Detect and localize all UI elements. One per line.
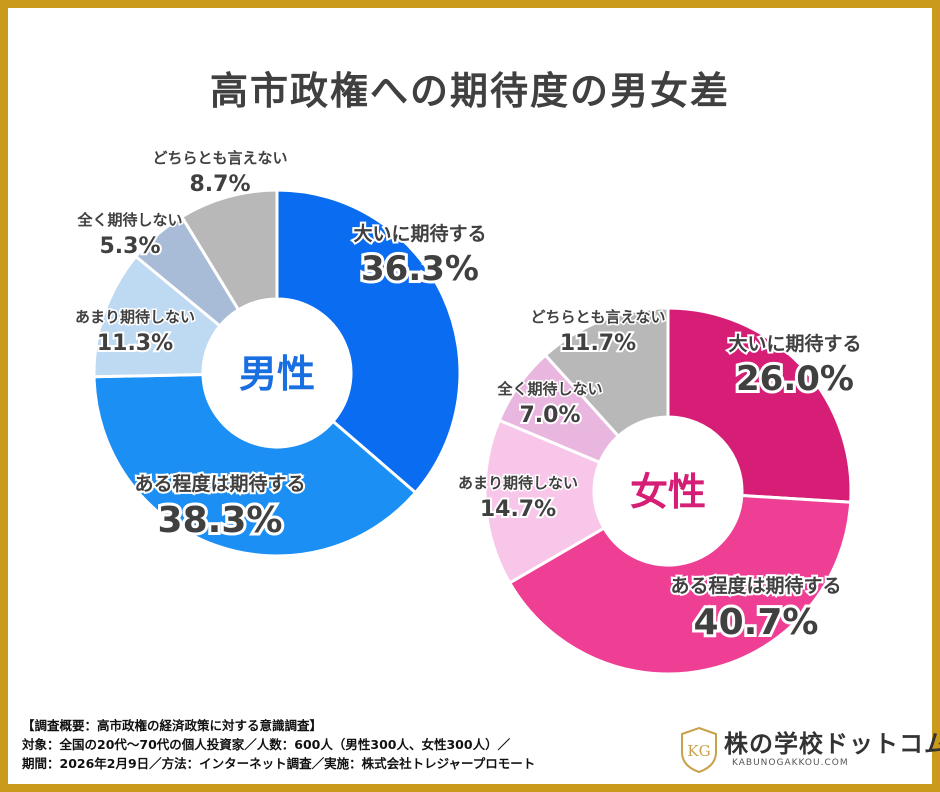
- male-center-label: 男性: [239, 352, 315, 396]
- female-category-label-neutral: どちらとも言えない: [530, 308, 665, 326]
- footnote-line-2: 対象：全国の20代～70代の個人投資家／人数：600人（男性300人、女性300…: [22, 737, 511, 752]
- female-category-label-very-much: 大いに期待する: [728, 332, 861, 355]
- male-category-label-not-at-all: 全く期待しない: [76, 211, 182, 229]
- male-slice-very-much: [275, 188, 462, 495]
- survey-footnote: 【調査概要：高市政権の経済政策に対する意識調査】 対象：全国の20代～70代の個…: [22, 716, 535, 773]
- female-category-label-not-much: あまり期待しない: [458, 474, 578, 492]
- male-value-label-somewhat: 38.3%: [158, 500, 283, 541]
- male-slice-neutral: [179, 188, 279, 312]
- male-value-label-very-much: 36.3%: [361, 249, 479, 289]
- male-category-label-very-much: 大いに期待する: [353, 222, 486, 245]
- footnote-line-3: 期間：2026年2月9日／方法：インターネット調査／実施：株式会社トレジャープロ…: [22, 756, 536, 771]
- female-category-label-somewhat: ある程度は期待する: [670, 574, 841, 597]
- logo-url: KABUNOGAKKOU.COM: [732, 758, 849, 768]
- male-category-label-not-much: あまり期待しない: [75, 308, 195, 326]
- male-value-label-not-at-all: 5.3%: [99, 234, 160, 259]
- chart-title: 高市政権への期待度の男女差: [209, 69, 730, 113]
- female-value-label-not-much: 14.7%: [480, 497, 556, 522]
- female-value-label-somewhat: 40.7%: [694, 602, 819, 643]
- site-logo[interactable]: KG 株の学校ドットコム KABUNOGAKKOU.COM: [676, 722, 940, 782]
- logo-name: 株の学校ドットコム: [724, 730, 940, 758]
- female-value-label-very-much: 26.0%: [736, 359, 854, 399]
- female-donut: 女性 大いに期待する 26.0% ある程度は期待する 40.7% あまり期待しない 14.7…: [456, 306, 864, 676]
- female-center-label: 女性: [630, 470, 706, 514]
- female-donut-hole: [596, 419, 740, 563]
- shield-logo-icon: KG: [681, 726, 717, 774]
- logo-mark-text: KG: [687, 742, 710, 760]
- male-value-label-neutral: 8.7%: [189, 172, 250, 197]
- male-category-label-neutral: どちらとも言えない: [152, 149, 287, 167]
- male-donut: 男性 大いに期待する 36.3% ある程度は期待する 38.3% あまり期待しない 11.3…: [73, 148, 489, 558]
- footnote-line-1: 【調査概要：高市政権の経済政策に対する意識調査】: [22, 718, 323, 733]
- male-slice-somewhat: [92, 372, 418, 558]
- female-value-label-not-at-all: 7.0%: [519, 403, 580, 428]
- female-slice-neutral: [543, 306, 670, 439]
- male-value-label-not-much: 11.3%: [97, 331, 173, 356]
- female-category-label-not-at-all: 全く期待しない: [496, 380, 602, 398]
- female-slice-somewhat: [507, 493, 853, 676]
- male-category-label-somewhat: ある程度は期待する: [134, 472, 305, 495]
- female-slice-not-much: [483, 418, 607, 585]
- male-donut-hole: [205, 301, 349, 445]
- female-slice-very-much: [666, 306, 853, 504]
- female-value-label-neutral: 11.7%: [560, 331, 636, 356]
